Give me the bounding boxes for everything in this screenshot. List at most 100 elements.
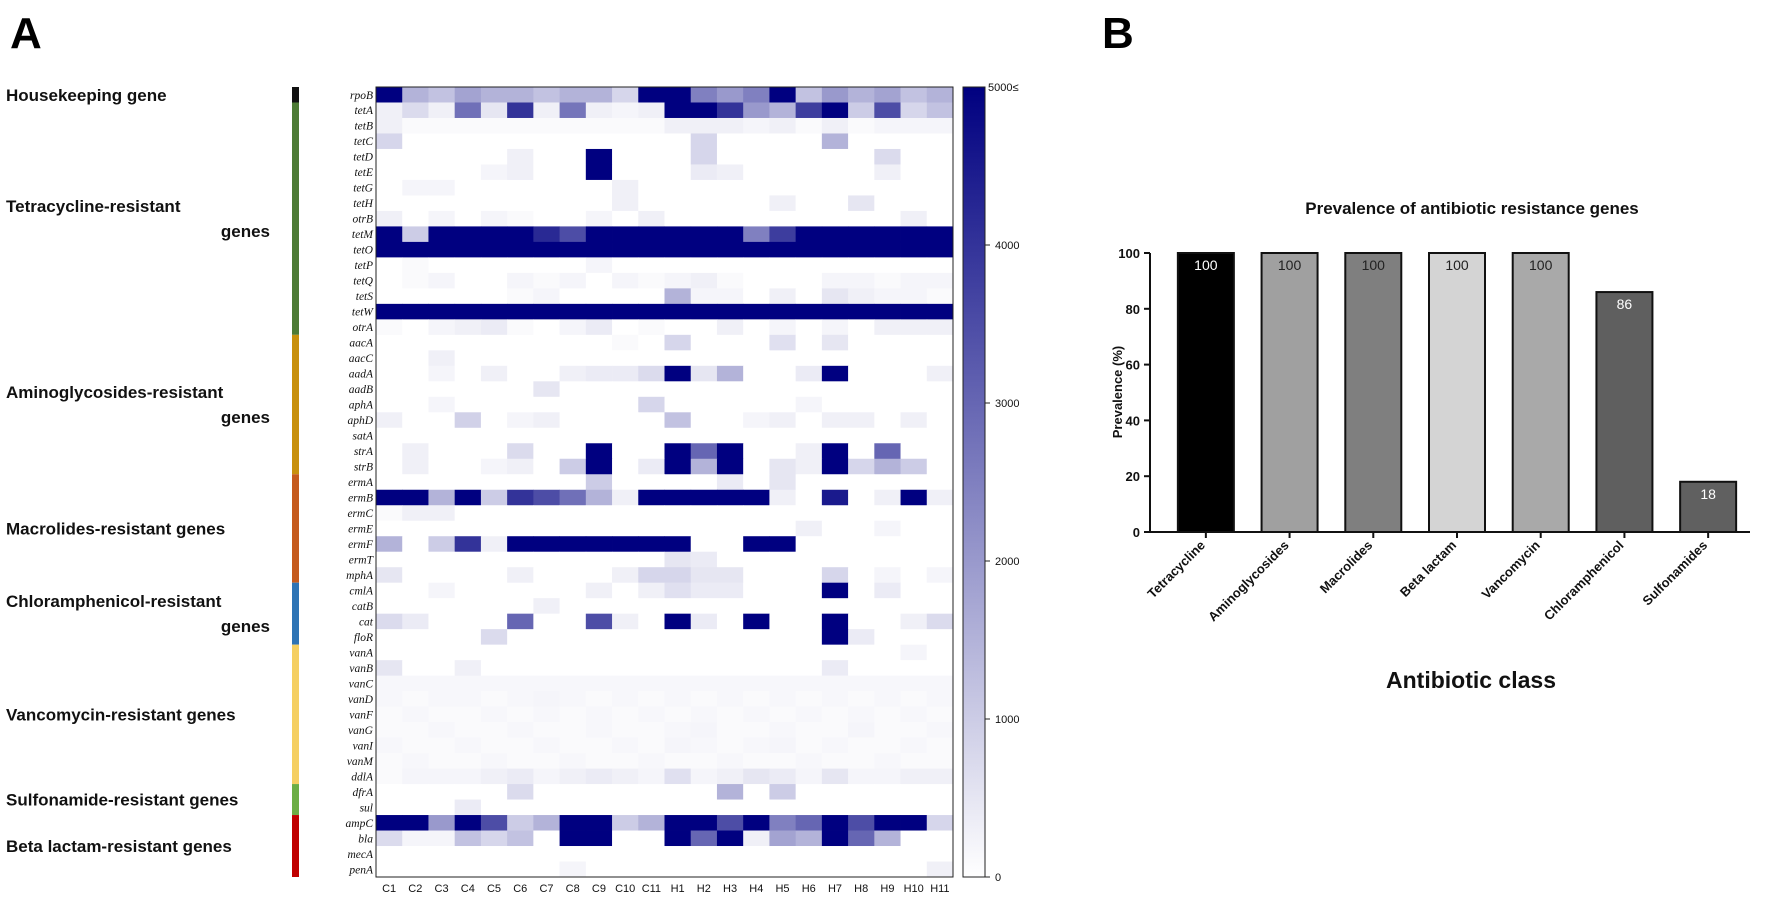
gene-label: tetE — [354, 167, 373, 179]
heatmap-cell — [428, 164, 456, 181]
heatmap-cell — [690, 536, 718, 553]
heatmap-cell — [690, 164, 718, 181]
gene-label: tetA — [354, 105, 373, 117]
heatmap-cell — [638, 753, 665, 769]
heatmap-cell — [376, 861, 403, 878]
heatmap-cell — [428, 396, 456, 413]
panel-a-letter: A — [10, 9, 42, 58]
heatmap-cell — [402, 381, 429, 398]
heatmap-cell — [690, 815, 718, 831]
heatmap-cell — [795, 644, 823, 661]
heatmap-cell — [848, 582, 875, 599]
x-tick-label: Vancomycin — [1479, 537, 1543, 601]
heatmap-cell — [638, 660, 665, 677]
heatmap-cell — [402, 241, 429, 258]
heatmap-cell — [533, 753, 560, 769]
heatmap-cell — [821, 799, 849, 816]
heatmap-cell — [533, 799, 560, 816]
heatmap-cell — [612, 830, 639, 847]
heatmap-cell — [612, 644, 639, 661]
heatmap-cell — [507, 195, 534, 212]
heatmap-cell — [716, 427, 744, 444]
heatmap-cell — [507, 629, 534, 646]
heatmap-cell — [743, 520, 770, 537]
sample-label: H3 — [723, 883, 737, 895]
heatmap-cell — [769, 87, 797, 103]
heatmap-cell — [690, 551, 718, 568]
heatmap-cell — [690, 210, 718, 227]
group-label: genes — [221, 408, 270, 427]
heatmap-cell — [690, 334, 718, 351]
heatmap-cell — [900, 567, 928, 584]
heatmap-cell — [848, 846, 875, 862]
heatmap-cell — [533, 257, 560, 274]
heatmap-cell — [900, 706, 928, 723]
heatmap-cell — [428, 830, 456, 847]
gene-label: aadA — [349, 369, 374, 381]
heatmap-cell — [716, 288, 744, 305]
y-tick-label: 80 — [1126, 302, 1140, 317]
heatmap-cell — [507, 520, 534, 537]
heatmap-cell — [638, 861, 665, 878]
heatmap-cell — [743, 675, 770, 692]
heatmap-cell — [480, 474, 508, 491]
heatmap-cell — [612, 288, 639, 305]
heatmap-cell — [585, 195, 613, 212]
heatmap-cell — [743, 288, 770, 305]
heatmap-cell — [428, 536, 456, 553]
heatmap-cell — [874, 768, 901, 785]
heatmap-cell — [533, 334, 560, 351]
heatmap-cell — [821, 660, 849, 677]
heatmap-cell — [533, 474, 560, 491]
heatmap-cell — [716, 458, 744, 475]
heatmap-cell — [690, 737, 718, 754]
heatmap-cell — [848, 87, 875, 103]
heatmap-cell — [874, 613, 901, 630]
heatmap-cell — [533, 784, 560, 800]
heatmap-cell — [402, 412, 429, 429]
heatmap-cell — [402, 443, 429, 460]
heatmap-cell — [585, 241, 613, 258]
heatmap-cell — [402, 520, 429, 537]
heatmap-cell — [402, 164, 429, 181]
heatmap-cell — [664, 319, 692, 336]
heatmap-cell — [428, 567, 456, 584]
colorbar-tick-label: 3000 — [995, 398, 1019, 410]
heatmap-cell — [690, 706, 718, 723]
heatmap-cell — [926, 381, 954, 398]
heatmap-cell — [507, 148, 534, 165]
heatmap-cell — [900, 458, 928, 475]
heatmap-cell — [874, 846, 901, 862]
heatmap-cell — [454, 706, 482, 723]
heatmap-cell — [428, 737, 456, 754]
heatmap-cell — [533, 412, 560, 429]
heatmap-cell — [376, 87, 403, 103]
colorbar-tick-label: 2000 — [995, 556, 1019, 568]
heatmap-cell — [743, 458, 770, 475]
heatmap-cell — [690, 474, 718, 491]
heatmap-cell — [376, 365, 403, 382]
heatmap-cell — [428, 381, 456, 398]
sample-label: C4 — [461, 883, 475, 895]
heatmap-cell — [821, 226, 849, 243]
heatmap-cell — [533, 582, 560, 599]
gene-row-labels: rpoB tetA tetB tetC tetD tetE tetG tetH otrB tetM… — [346, 90, 375, 877]
heatmap-cell — [716, 551, 744, 568]
heatmap-cell — [664, 691, 692, 708]
heatmap-cell — [612, 443, 639, 460]
heatmap-cell — [507, 567, 534, 584]
heatmap-cell — [900, 799, 928, 816]
heatmap-cell — [743, 164, 770, 181]
heatmap-cell — [821, 257, 849, 274]
heatmap-cell — [612, 195, 639, 212]
heatmap-cell — [376, 148, 403, 165]
heatmap-cell — [743, 334, 770, 351]
heatmap-cell — [533, 489, 560, 506]
heatmap-cell — [716, 861, 744, 878]
heatmap-cell — [926, 691, 954, 708]
heatmap-cell — [585, 629, 613, 646]
heatmap-cell — [664, 799, 692, 816]
heatmap-cell — [848, 799, 875, 816]
colorbar-tick-label: 0 — [995, 872, 1001, 884]
heatmap-cell — [507, 133, 534, 150]
